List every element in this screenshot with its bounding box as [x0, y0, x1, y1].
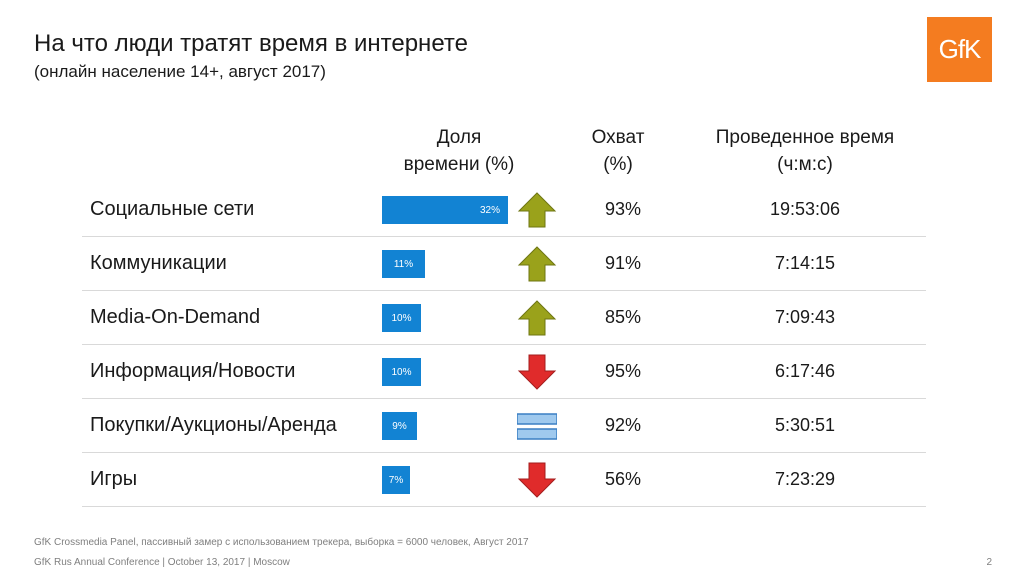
page-subtitle: (онлайн население 14+, август 2017) — [34, 62, 326, 81]
column-header-time: Проведенное время (ч:м:с) — [715, 127, 895, 175]
time-value: 7:09:43 — [774, 307, 836, 327]
time-value: 5:30:51 — [774, 415, 836, 435]
reach-value: 93% — [604, 199, 642, 219]
table-row: Социальные сети 32% 93% 19:53:06 — [82, 182, 926, 237]
row-category-label: Коммуникации — [90, 252, 227, 274]
page-title: На что люди тратят время в интернете — [34, 30, 468, 57]
column-header-share: Доля времени (%) — [403, 127, 515, 175]
gfk-logo: GfK — [927, 17, 992, 82]
share-bar: 32% — [382, 196, 508, 224]
column-header-reach: Охват (%) — [591, 127, 645, 175]
time-value: 7:14:15 — [774, 253, 836, 273]
table-row: Покупки/Аукционы/Аренда 9% 92% 5:30:51 — [82, 398, 926, 453]
share-bar: 9% — [382, 412, 417, 440]
row-category-label: Media-On-Demand — [90, 306, 261, 328]
reach-value: 92% — [604, 415, 642, 435]
row-category-label: Покупки/Аукционы/Аренда — [90, 414, 337, 436]
row-category-label: Социальные сети — [90, 198, 255, 220]
table-row: Media-On-Demand 10% 85% 7:09:43 — [82, 290, 926, 345]
share-bar: 7% — [382, 466, 410, 494]
footnote: GfK Crossmedia Panel, пассивный замер с … — [34, 537, 529, 548]
row-category-label: Информация/Новости — [90, 360, 296, 382]
row-category-label: Игры — [90, 468, 138, 490]
arrow-up-icon — [517, 190, 557, 230]
footer: GfK Rus Annual Conference | October 13, … — [34, 557, 290, 568]
arrow-up-icon — [517, 298, 557, 338]
table-row: Коммуникации 11% 91% 7:14:15 — [82, 236, 926, 291]
share-bar: 11% — [382, 250, 425, 278]
arrow-up-icon — [517, 244, 557, 284]
share-bar: 10% — [382, 358, 421, 386]
share-bar: 10% — [382, 304, 421, 332]
page-number: 2 — [986, 557, 992, 568]
reach-value: 95% — [604, 361, 642, 381]
time-value: 7:23:29 — [774, 469, 836, 489]
reach-value: 56% — [604, 469, 642, 489]
table-row: Игры 7% 56% 7:23:29 — [82, 452, 926, 507]
reach-value: 91% — [604, 253, 642, 273]
equal-icon — [516, 406, 558, 446]
arrow-down-icon — [517, 460, 557, 500]
arrow-down-icon — [517, 352, 557, 392]
reach-value: 85% — [604, 307, 642, 327]
table-row: Информация/Новости 10% 95% 6:17:46 — [82, 344, 926, 399]
time-value: 6:17:46 — [774, 361, 836, 381]
time-value: 19:53:06 — [769, 199, 841, 219]
